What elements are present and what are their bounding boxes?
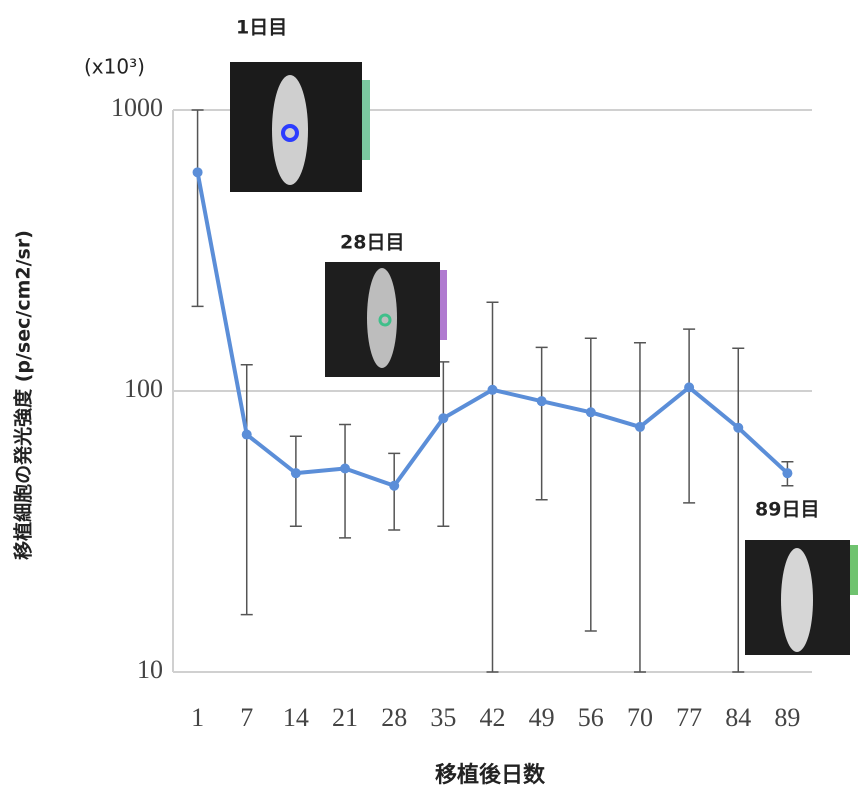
annotation: 89日目 — [755, 499, 819, 521]
x-tick-label: 35 — [430, 703, 456, 732]
error-bar — [633, 341, 646, 673]
data-point — [192, 167, 203, 178]
photos: 1日目 28日目 89日目 — [230, 17, 858, 655]
x-tick-label: 70 — [627, 703, 653, 732]
data-point — [340, 463, 351, 474]
error-bar — [388, 452, 401, 531]
photo-day-1 — [230, 62, 370, 192]
error-bar — [437, 361, 450, 528]
error-bar — [339, 423, 352, 539]
data-point — [241, 429, 252, 440]
data-point — [634, 421, 645, 432]
error-bar — [240, 363, 253, 616]
data-point — [536, 396, 547, 407]
error-bar — [191, 109, 204, 308]
x-tick-label: 28 — [381, 703, 407, 732]
error-bar — [732, 347, 745, 673]
data-point — [733, 422, 744, 433]
data-point — [782, 468, 793, 479]
x-tick-label: 21 — [332, 703, 358, 732]
photo-day-89 — [745, 540, 858, 655]
data-point — [585, 407, 596, 418]
annotation: 1日目 — [236, 17, 287, 39]
annotation: 28日目 — [340, 232, 404, 254]
x-axis-label: 移植後日数 — [435, 762, 546, 788]
x-tick-label: 49 — [529, 703, 555, 732]
x-tick-label: 42 — [480, 703, 506, 732]
y-axis-label: 移植細胞の発光強度 (p/sec/cm2/sr) — [12, 230, 35, 560]
error-bar — [584, 337, 597, 632]
x-tick-label: 7 — [240, 703, 253, 732]
error-bar — [289, 435, 302, 528]
y-tick-label: 1000 — [111, 93, 163, 122]
data-point — [290, 468, 301, 479]
y-tick-label: 10 — [137, 655, 163, 684]
x-tick-label: 14 — [283, 703, 309, 732]
x-tick-label: 56 — [578, 703, 604, 732]
error-bar — [535, 346, 548, 501]
data-point — [438, 413, 449, 424]
data-point — [389, 480, 400, 491]
data-point — [487, 384, 498, 395]
data-point — [684, 382, 695, 393]
photo-day-28 — [325, 262, 447, 377]
x-tick-label: 77 — [676, 703, 702, 732]
x-tick-label: 89 — [774, 703, 800, 732]
y-unit-label: (x10³) — [84, 55, 145, 79]
error-bar — [683, 328, 696, 504]
x-tick-label: 1 — [191, 703, 204, 732]
error-bar — [486, 301, 499, 673]
y-tick-label: 100 — [124, 374, 163, 403]
plot-area: 10 100 1000 1 7 14 21 28 35 42 49 56 70 77 84 89 — [111, 93, 812, 732]
x-tick-label: 84 — [725, 703, 751, 732]
